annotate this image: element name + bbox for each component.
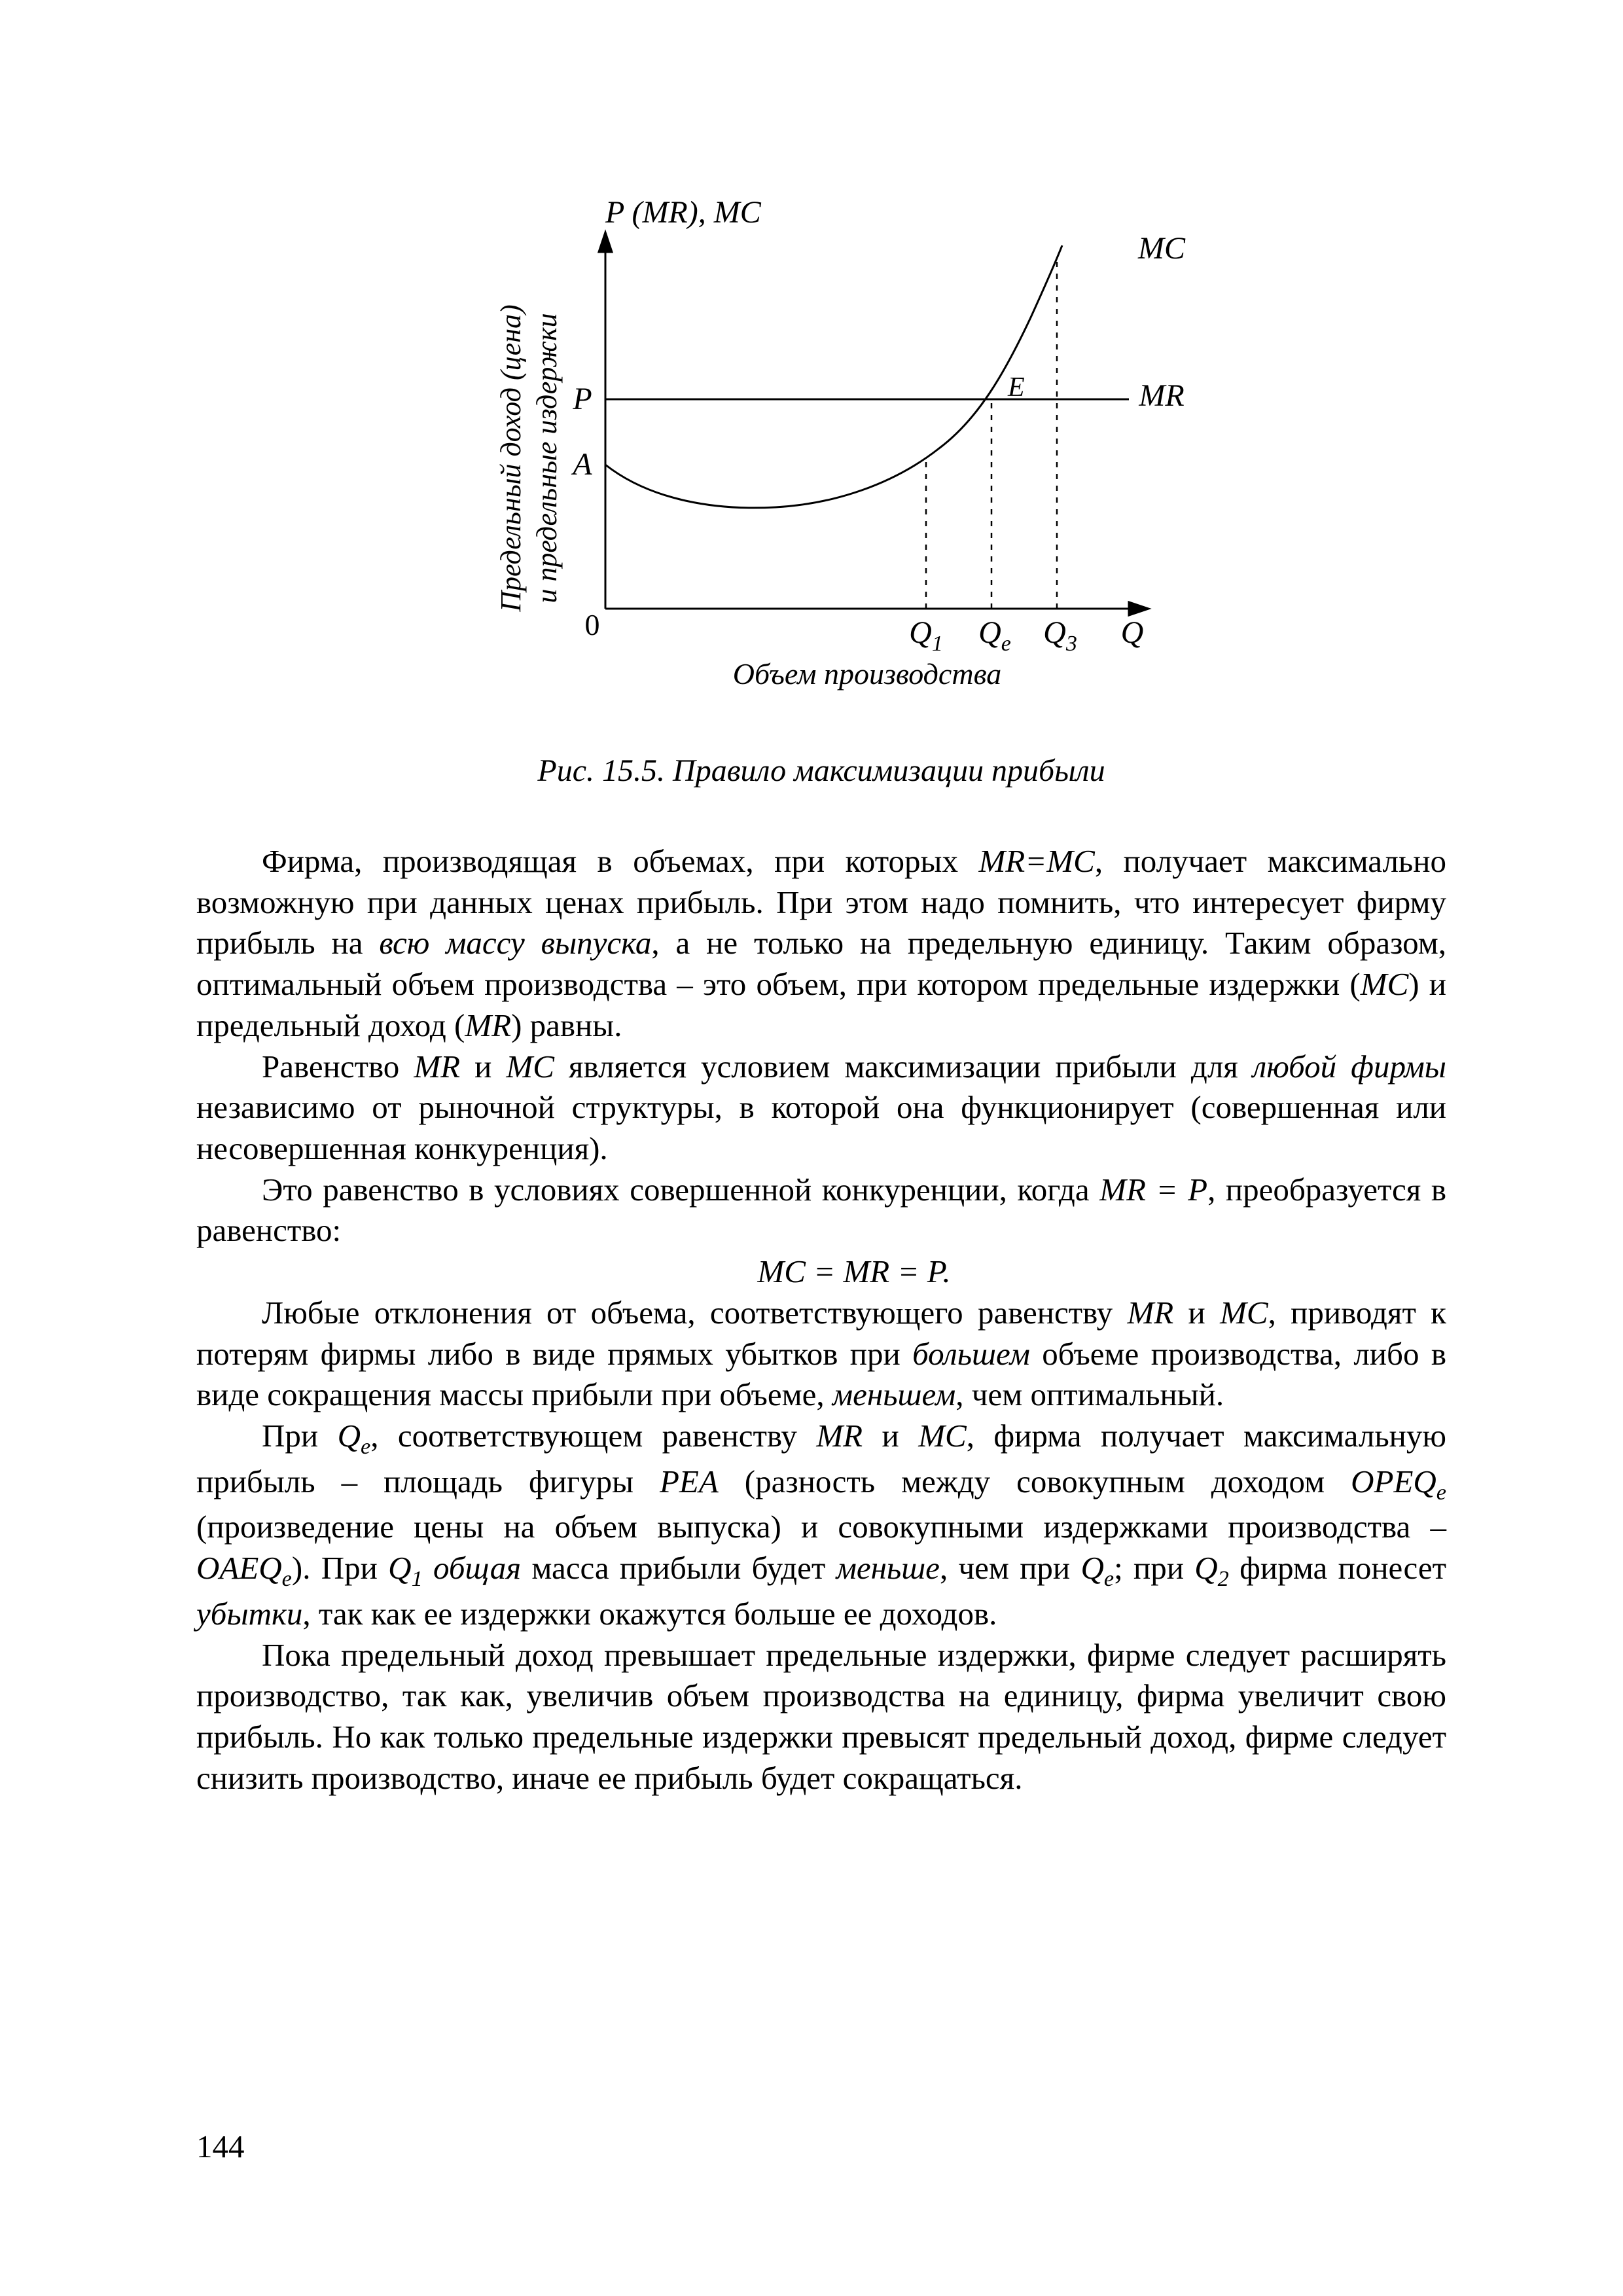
figure-15-5: Предельный доход (цена) и предельные изд… [196,177,1446,841]
paragraph-4: Любые отклонения от объема, соответствую… [196,1293,1446,1416]
y-side-label-1: Предельный доход (цена) [495,304,527,613]
q1-tick: Q1 [909,615,943,656]
page-number: 144 [196,2128,245,2165]
y-axis-title: P (MR), MC [605,195,762,230]
equation-center: MC = MR = P. [196,1251,1446,1293]
y-side-label-2: и предельные издержки [531,313,563,603]
a-tick-label: A [571,447,592,482]
paragraph-2: Равенство MR и MC является условием макс… [196,1047,1446,1170]
mr-label: MR [1138,378,1184,413]
mc-curve [605,245,1062,508]
paragraph-6: Пока предельный доход превышает предельн… [196,1635,1446,1799]
origin-label: 0 [585,608,600,641]
e-point-label: E [1007,372,1025,403]
paragraph-1: Фирма, производящая в объемах, при котор… [196,841,1446,1047]
mc-label: MC [1137,231,1186,266]
qe-tick: Qe [978,615,1011,656]
x-axis-title: Объем производства [733,657,1001,691]
q-axis-label: Q [1121,615,1144,650]
paragraph-3: Это равенство в условиях совершенной кон… [196,1170,1446,1251]
q3-tick: Q3 [1043,615,1077,656]
chart-svg: Предельный доход (цена) и предельные изд… [435,177,1207,713]
y-axis-arrow [599,232,612,252]
body-text: Фирма, производящая в объемах, при котор… [196,841,1446,1799]
x-axis-arrow [1129,602,1149,615]
p-tick-label: P [572,382,592,416]
paragraph-5: При Qe, соответствующем равенству MR и M… [196,1416,1446,1635]
figure-caption: Рис. 15.5. Правило максимизации прибыли [537,753,1105,789]
